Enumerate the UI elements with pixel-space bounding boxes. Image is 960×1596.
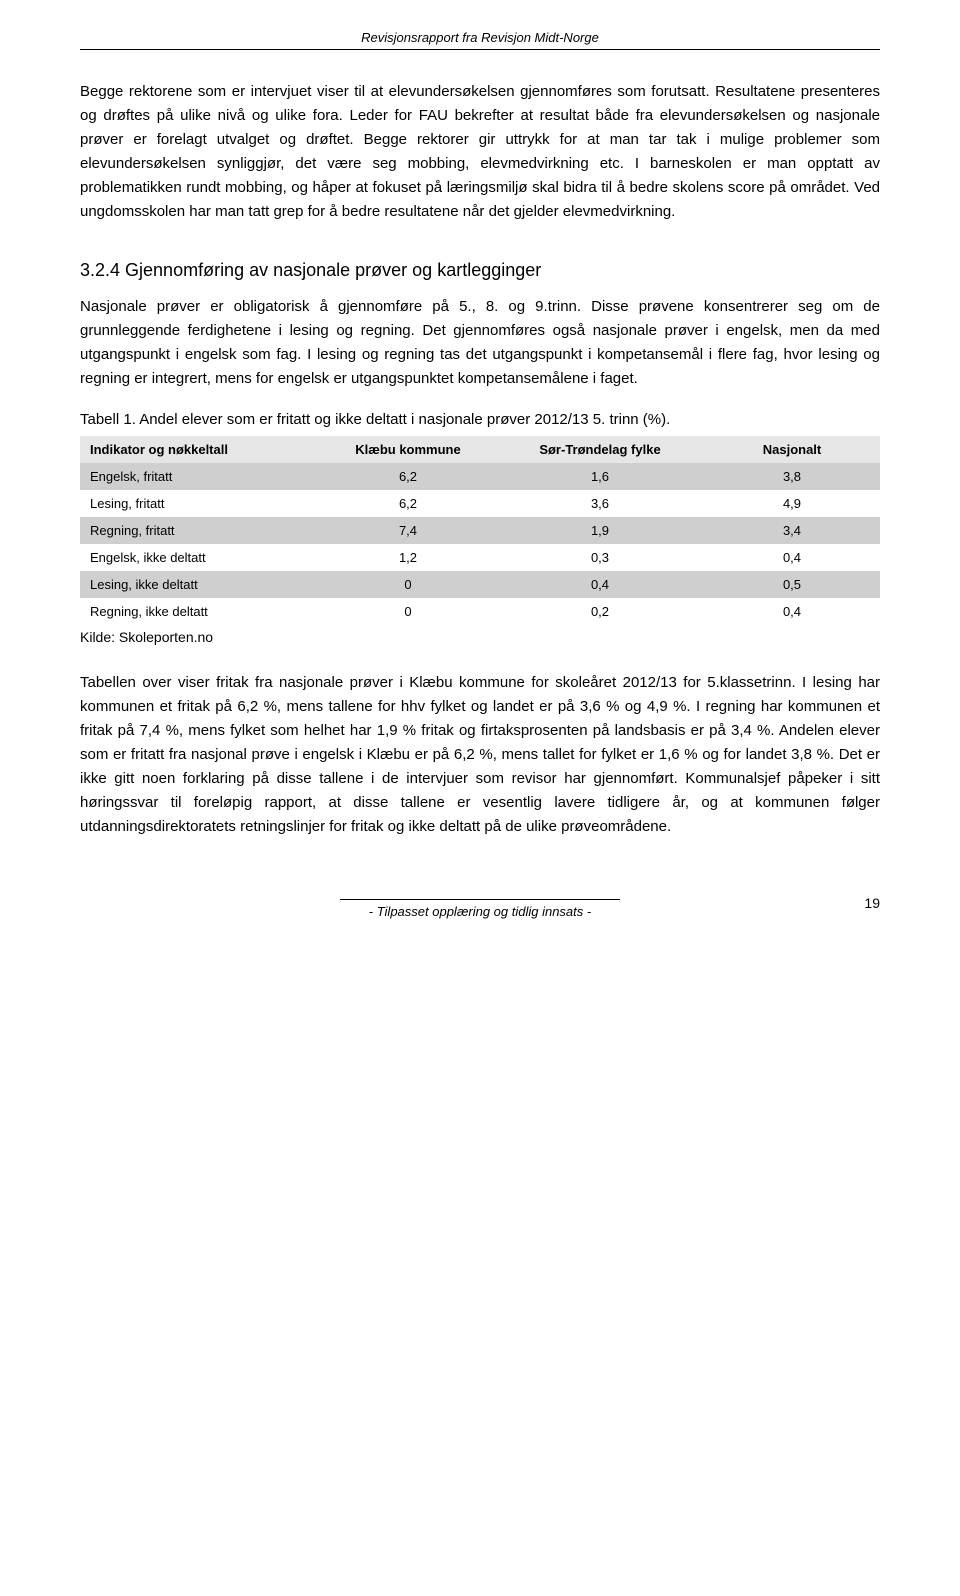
row-value: 0,5: [704, 571, 880, 598]
col-header-fylke: Sør-Trøndelag fylke: [496, 436, 704, 463]
table-source: Kilde: Skoleporten.no: [80, 629, 880, 645]
table-header-row: Indikator og nøkkeltall Klæbu kommune Sø…: [80, 436, 880, 463]
table-row: Lesing, ikke deltatt00,40,5: [80, 571, 880, 598]
row-value: 6,2: [320, 463, 496, 490]
footer-divider: [340, 899, 620, 900]
table-row: Engelsk, ikke deltatt1,20,30,4: [80, 544, 880, 571]
paragraph-3: Tabellen over viser fritak fra nasjonale…: [80, 671, 880, 839]
report-header: Revisjonsrapport fra Revisjon Midt-Norge: [80, 30, 880, 50]
row-value: 0,4: [496, 571, 704, 598]
row-value: 6,2: [320, 490, 496, 517]
row-value: 1,2: [320, 544, 496, 571]
row-value: 3,6: [496, 490, 704, 517]
row-value: 0,3: [496, 544, 704, 571]
row-label: Engelsk, ikke deltatt: [80, 544, 320, 571]
paragraph-2: Nasjonale prøver er obligatorisk å gjenn…: [80, 295, 880, 391]
table-caption: Tabell 1. Andel elever som er fritatt og…: [80, 411, 880, 428]
row-label: Lesing, fritatt: [80, 490, 320, 517]
row-value: 0: [320, 571, 496, 598]
footer: 19 - Tilpasset opplæring og tidlig innsa…: [80, 899, 880, 919]
row-value: 7,4: [320, 517, 496, 544]
row-value: 0,4: [704, 544, 880, 571]
table-row: Engelsk, fritatt6,21,63,8: [80, 463, 880, 490]
row-value: 1,6: [496, 463, 704, 490]
row-value: 4,9: [704, 490, 880, 517]
row-label: Regning, ikke deltatt: [80, 598, 320, 625]
table-row: Regning, ikke deltatt00,20,4: [80, 598, 880, 625]
col-header-klaebu: Klæbu kommune: [320, 436, 496, 463]
page-number: 19: [864, 895, 880, 911]
row-value: 3,8: [704, 463, 880, 490]
row-label: Lesing, ikke deltatt: [80, 571, 320, 598]
section-heading: 3.2.4 Gjennomføring av nasjonale prøver …: [80, 260, 880, 281]
paragraph-1: Begge rektorene som er intervjuet viser …: [80, 80, 880, 224]
row-value: 1,9: [496, 517, 704, 544]
row-value: 0,4: [704, 598, 880, 625]
row-value: 0: [320, 598, 496, 625]
data-table: Indikator og nøkkeltall Klæbu kommune Sø…: [80, 436, 880, 625]
row-value: 0,2: [496, 598, 704, 625]
row-value: 3,4: [704, 517, 880, 544]
footer-text: - Tilpasset opplæring og tidlig innsats …: [80, 904, 880, 919]
col-header-nasjonalt: Nasjonalt: [704, 436, 880, 463]
table-row: Lesing, fritatt6,23,64,9: [80, 490, 880, 517]
table-row: Regning, fritatt7,41,93,4: [80, 517, 880, 544]
row-label: Regning, fritatt: [80, 517, 320, 544]
row-label: Engelsk, fritatt: [80, 463, 320, 490]
col-header-indicator: Indikator og nøkkeltall: [80, 436, 320, 463]
